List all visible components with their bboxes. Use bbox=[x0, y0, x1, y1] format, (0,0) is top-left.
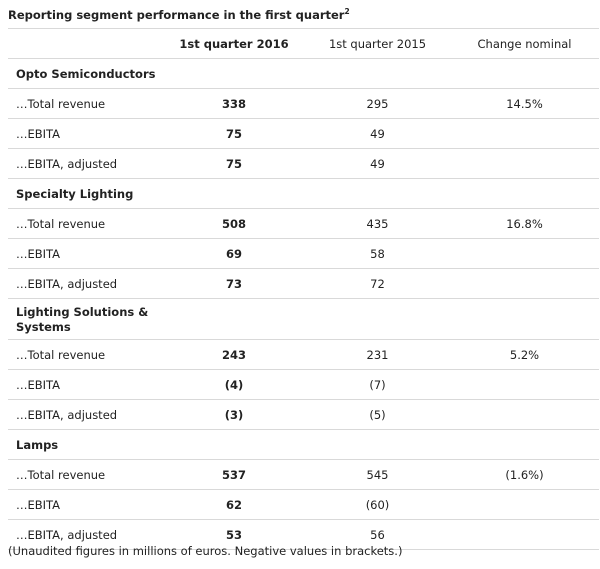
table-title-text: Reporting segment performance in the fir… bbox=[8, 8, 345, 22]
title-footnote-marker: 2 bbox=[344, 7, 350, 17]
value-q2015: 72 bbox=[305, 268, 450, 299]
header-q2015: 1st quarter 2015 bbox=[305, 28, 450, 59]
value-q2016: (4) bbox=[163, 369, 305, 400]
table-row: …Total revenue 537 545 (1.6%) bbox=[8, 459, 599, 490]
row-label: …EBITA bbox=[8, 489, 163, 520]
row-label: …EBITA bbox=[8, 369, 163, 400]
segment-performance-table: 1st quarter 2016 1st quarter 2015 Change… bbox=[8, 28, 599, 550]
value-q2016: 73 bbox=[163, 268, 305, 299]
value-q2015: (60) bbox=[305, 489, 450, 520]
table-row: …EBITA 75 49 bbox=[8, 118, 599, 149]
value-q2016: (3) bbox=[163, 399, 305, 430]
value-change: 16.8% bbox=[450, 208, 599, 239]
row-label: …Total revenue bbox=[8, 88, 163, 119]
segment-name: Lamps bbox=[8, 429, 163, 460]
table-row: …EBITA 62 (60) bbox=[8, 489, 599, 520]
table-footnote: (Unaudited figures in millions of euros.… bbox=[8, 544, 403, 558]
table-row: …Total revenue 243 231 5.2% bbox=[8, 339, 599, 370]
value-q2015: 58 bbox=[305, 238, 450, 269]
header-row: 1st quarter 2016 1st quarter 2015 Change… bbox=[8, 28, 599, 59]
table-row: …EBITA, adjusted 75 49 bbox=[8, 148, 599, 179]
table-body: Opto Semiconductors …Total revenue 338 2… bbox=[8, 58, 599, 550]
row-label: …EBITA bbox=[8, 238, 163, 269]
table-row: …Total revenue 338 295 14.5% bbox=[8, 88, 599, 119]
value-q2015: 231 bbox=[305, 339, 450, 370]
value-q2015: 295 bbox=[305, 88, 450, 119]
value-change: 14.5% bbox=[450, 88, 599, 119]
value-change: (1.6%) bbox=[450, 459, 599, 490]
row-label: …EBITA, adjusted bbox=[8, 399, 163, 430]
value-change bbox=[450, 489, 599, 520]
value-q2015: (7) bbox=[305, 369, 450, 400]
segment-name: Opto Semiconductors bbox=[8, 58, 163, 89]
segment-row-lamps: Lamps bbox=[8, 429, 599, 460]
table-title: Reporting segment performance in the fir… bbox=[8, 8, 350, 22]
row-label: …EBITA bbox=[8, 118, 163, 149]
value-q2016: 69 bbox=[163, 238, 305, 269]
header-label bbox=[8, 28, 163, 59]
row-label: …Total revenue bbox=[8, 208, 163, 239]
value-change bbox=[450, 118, 599, 149]
segment-row-specialty-lighting: Specialty Lighting bbox=[8, 178, 599, 209]
table-row: …EBITA, adjusted (3) (5) bbox=[8, 399, 599, 430]
row-label: …EBITA, adjusted bbox=[8, 268, 163, 299]
header-change: Change nominal bbox=[450, 28, 599, 59]
value-q2016: 53 bbox=[163, 519, 305, 550]
segment-name: Lighting Solutions & Systems bbox=[8, 298, 163, 340]
value-q2016: 75 bbox=[163, 118, 305, 149]
value-q2016: 338 bbox=[163, 88, 305, 119]
segment-row-opto-semiconductors: Opto Semiconductors bbox=[8, 58, 599, 89]
header-q2016: 1st quarter 2016 bbox=[163, 28, 305, 59]
value-q2016: 243 bbox=[163, 339, 305, 370]
value-q2015: 49 bbox=[305, 148, 450, 179]
segment-name: Specialty Lighting bbox=[8, 178, 163, 209]
row-label: …Total revenue bbox=[8, 339, 163, 370]
row-label: …Total revenue bbox=[8, 459, 163, 490]
value-change bbox=[450, 238, 599, 269]
value-q2016: 75 bbox=[163, 148, 305, 179]
table-row: …Total revenue 508 435 16.8% bbox=[8, 208, 599, 239]
value-q2015: 56 bbox=[305, 519, 450, 550]
value-q2015: 545 bbox=[305, 459, 450, 490]
row-label: …EBITA, adjusted bbox=[8, 148, 163, 179]
value-change bbox=[450, 148, 599, 179]
row-label: …EBITA, adjusted bbox=[8, 519, 163, 550]
table-row: …EBITA, adjusted 53 56 bbox=[8, 519, 599, 550]
value-q2016: 537 bbox=[163, 459, 305, 490]
value-q2016: 62 bbox=[163, 489, 305, 520]
value-q2016: 508 bbox=[163, 208, 305, 239]
segment-row-lighting-solutions: Lighting Solutions & Systems bbox=[8, 298, 599, 340]
value-q2015: 435 bbox=[305, 208, 450, 239]
value-change bbox=[450, 369, 599, 400]
value-change bbox=[450, 268, 599, 299]
value-q2015: 49 bbox=[305, 118, 450, 149]
table-row: …EBITA 69 58 bbox=[8, 238, 599, 269]
value-change bbox=[450, 519, 599, 550]
table-row: …EBITA, adjusted 73 72 bbox=[8, 268, 599, 299]
value-change bbox=[450, 399, 599, 430]
value-q2015: (5) bbox=[305, 399, 450, 430]
table-row: …EBITA (4) (7) bbox=[8, 369, 599, 400]
value-change: 5.2% bbox=[450, 339, 599, 370]
